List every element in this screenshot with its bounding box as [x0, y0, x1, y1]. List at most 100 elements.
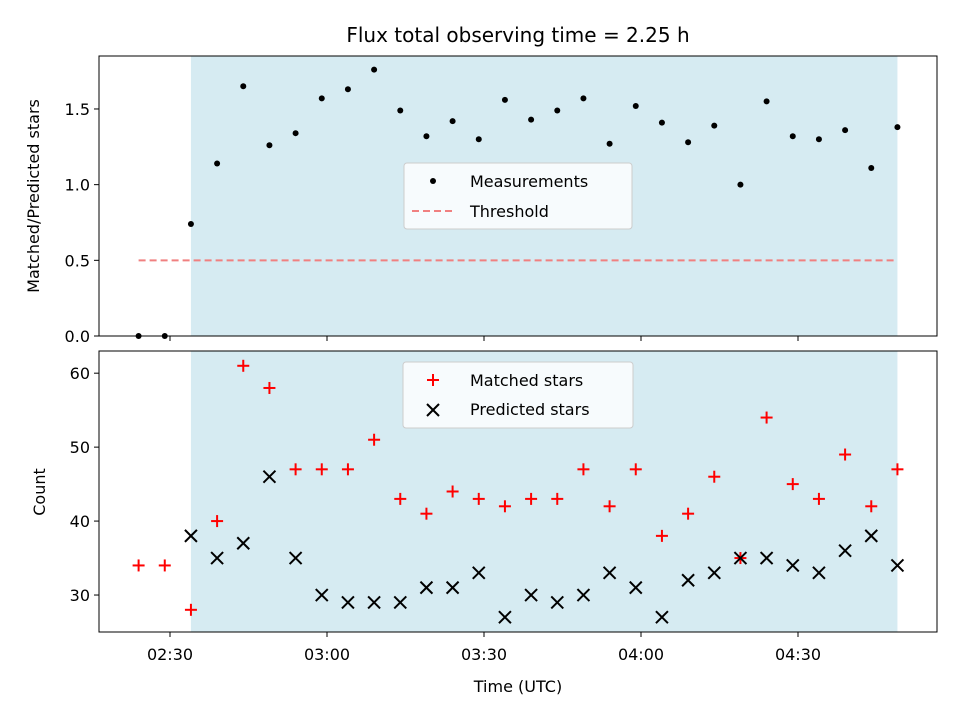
matched-star-point: [865, 500, 878, 513]
matched-star-point: [184, 603, 197, 616]
x-tick-label: 03:30: [461, 645, 507, 664]
measurement-point: [815, 136, 822, 143]
predicted-star-point: [602, 566, 617, 580]
measurement-point: [501, 96, 508, 103]
matched-star-point: [446, 485, 459, 498]
matched-star-point: [211, 515, 224, 528]
measurement-points: [135, 66, 901, 339]
predicted-star-point: [890, 558, 905, 573]
x-tick-label: 04:00: [618, 645, 664, 664]
matched-star-point: [603, 500, 616, 513]
y-tick-label: 40: [70, 512, 90, 531]
top-legend: Measurements Threshold: [403, 162, 633, 230]
matched-star-point: [498, 500, 511, 513]
matched-star-point: [812, 492, 825, 505]
matched-star-point: [577, 463, 590, 476]
predicted-star-point: [655, 610, 669, 624]
chart-title: Flux total observing time = 2.25 h: [346, 23, 689, 47]
count-points: [132, 359, 905, 624]
top-y-axis-label: Matched/Predicted stars: [24, 99, 43, 293]
predicted-star-point: [838, 543, 852, 558]
measurement-point: [580, 95, 587, 102]
matched-star-point: [158, 559, 171, 572]
measurement-point: [528, 116, 535, 123]
x-tick-label: 04:30: [775, 645, 821, 664]
matched-star-point: [655, 529, 668, 542]
top-y-ticks: 0.0 0.5 1.0 1.5: [65, 100, 99, 346]
measurement-point: [344, 86, 351, 93]
measurement-point: [632, 102, 639, 109]
bottom-y-ticks: 30 40 50 60: [70, 364, 99, 605]
predicted-star-point: [681, 573, 695, 587]
measurement-point: [475, 136, 482, 143]
predicted-star-point: [236, 536, 250, 550]
measurement-point: [240, 83, 247, 90]
measurement-point: [842, 127, 849, 134]
measurement-point: [737, 181, 744, 188]
predicted-star-point: [707, 566, 721, 580]
measurement-point: [423, 133, 430, 140]
top-legend-box: [403, 162, 633, 230]
x-axis-label: Time (UTC): [473, 677, 562, 696]
predicted-star-point: [445, 580, 460, 595]
matched-star-point: [525, 492, 538, 505]
predicted-star-point: [210, 551, 224, 565]
measurement-point: [606, 140, 613, 147]
measurement-point: [214, 160, 221, 167]
x-tick-label: 02:30: [147, 645, 193, 664]
measurement-point: [685, 139, 692, 146]
top-axes-frame: [98, 55, 938, 337]
matched-star-point: [472, 492, 485, 505]
measurement-point: [266, 142, 273, 149]
predicted-star-point: [864, 529, 878, 543]
matched-star-point: [368, 433, 381, 446]
legend-matched-marker: [427, 374, 439, 386]
measurement-point: [763, 98, 770, 105]
y-tick-label: 50: [70, 438, 90, 457]
measurement-point: [894, 124, 901, 131]
y-tick-label: 1.5: [65, 100, 90, 119]
predicted-star-point: [288, 551, 303, 565]
y-tick-label: 1.0: [65, 176, 90, 195]
predicted-star-point: [262, 470, 277, 484]
matched-star-point: [394, 492, 407, 505]
legend-measurement-marker: [430, 178, 436, 184]
top-panel: 0.0 0.5 1.0 1.5 Matched/Predicted stars Mea…: [24, 55, 938, 346]
measurement-point: [371, 66, 378, 73]
measurement-point: [318, 95, 325, 102]
legend-predicted-marker: [426, 403, 440, 417]
predicted-star-point: [315, 588, 329, 602]
bottom-y-axis-label: Count: [30, 468, 49, 516]
predicted-star-point: [733, 551, 748, 565]
measurement-point: [187, 221, 194, 227]
x-tick-label: 03:00: [304, 645, 350, 664]
matched-star-point: [551, 492, 564, 505]
matched-star-point: [708, 470, 721, 483]
measurement-point: [868, 165, 875, 171]
legend-predicted-label: Predicted stars: [470, 400, 590, 419]
predicted-star-point: [550, 595, 564, 610]
matched-star-point: [237, 359, 250, 372]
measurement-point: [449, 118, 456, 125]
matched-star-point: [341, 463, 354, 476]
top-x-ticks: [169, 336, 799, 341]
bottom-panel: 30 40 50 60 02:30 03:00 03:30 04:00 04:30 Count…: [30, 350, 938, 696]
measurement-point: [397, 107, 404, 114]
matched-star-point: [420, 507, 433, 520]
predicted-star-point: [341, 595, 355, 610]
y-tick-label: 0.0: [65, 327, 90, 346]
predicted-star-point: [498, 610, 512, 624]
legend-matched-label: Matched stars: [470, 371, 583, 390]
bottom-legend-box: [402, 361, 634, 429]
predicted-star-point: [367, 595, 381, 610]
measurement-point: [554, 107, 561, 114]
measurement-point: [292, 130, 299, 137]
bottom-legend: Matched stars Predicted stars: [402, 361, 634, 429]
predicted-star-point: [786, 558, 800, 573]
matched-star-point: [786, 478, 799, 491]
matched-star-point: [682, 507, 695, 520]
matched-star-point: [289, 463, 302, 476]
matched-star-point: [132, 559, 145, 572]
predicted-star-point: [524, 588, 538, 602]
matched-star-point: [629, 463, 642, 476]
